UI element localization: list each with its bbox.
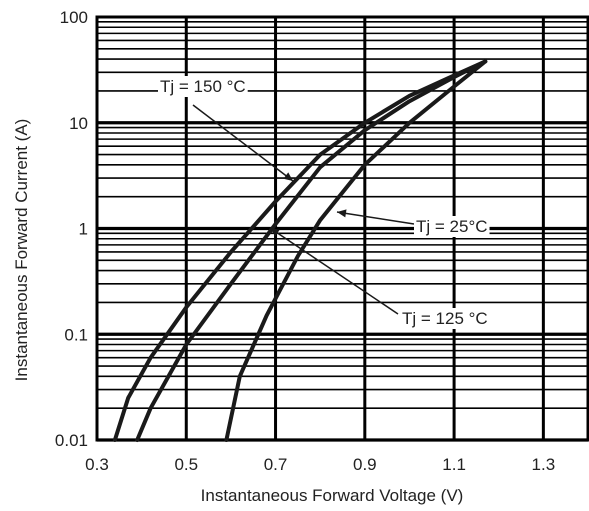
annotations: Tj = 150 °C Tj = 25°C Tj = 125 °C [158, 76, 490, 329]
annotation-label-background [414, 216, 490, 237]
x-axis-label: Instantaneous Forward Voltage (V) [201, 486, 464, 505]
annotation-arrowhead [337, 209, 347, 218]
y-tick-label: 1 [79, 220, 88, 239]
y-axis-label: Instantaneous Forward Current (A) [12, 119, 31, 382]
curve-tj-150 [112, 59, 488, 442]
curve-tj-125 [135, 59, 488, 442]
annotation-arrow [269, 227, 399, 315]
annotation-label: Tj = 125 °C [402, 309, 488, 328]
annotation-label: Tj = 25°C [416, 217, 488, 236]
x-tick-label: 1.1 [442, 455, 466, 474]
y-tick-label: 0.01 [55, 431, 88, 450]
annotation-arrowhead [270, 228, 280, 237]
annotation-arrowhead [283, 172, 293, 181]
x-tick-label: 0.7 [264, 455, 288, 474]
x-axis-ticks: 0.3 0.5 0.7 0.9 1.1 1.3 [85, 455, 555, 474]
x-tick-label: 0.5 [174, 455, 198, 474]
annotation-label-background [400, 308, 490, 329]
annotation-label: Tj = 150 °C [160, 77, 246, 96]
y-axis-ticks: 0.01 0.1 1 10 100 [55, 8, 88, 450]
plot-frame [95, 15, 589, 442]
y-tick-label: 0.1 [64, 325, 88, 344]
x-tick-label: 1.3 [532, 455, 556, 474]
annotation-arrow [336, 211, 415, 225]
curve-tj-25 [224, 59, 488, 442]
curves [112, 59, 488, 442]
annotation-arrow [192, 104, 294, 182]
y-tick-label: 100 [60, 8, 88, 27]
y-tick-label: 10 [69, 114, 88, 133]
x-tick-label: 0.9 [353, 455, 377, 474]
annotation-label-background [158, 76, 248, 97]
x-tick-label: 0.3 [85, 455, 109, 474]
